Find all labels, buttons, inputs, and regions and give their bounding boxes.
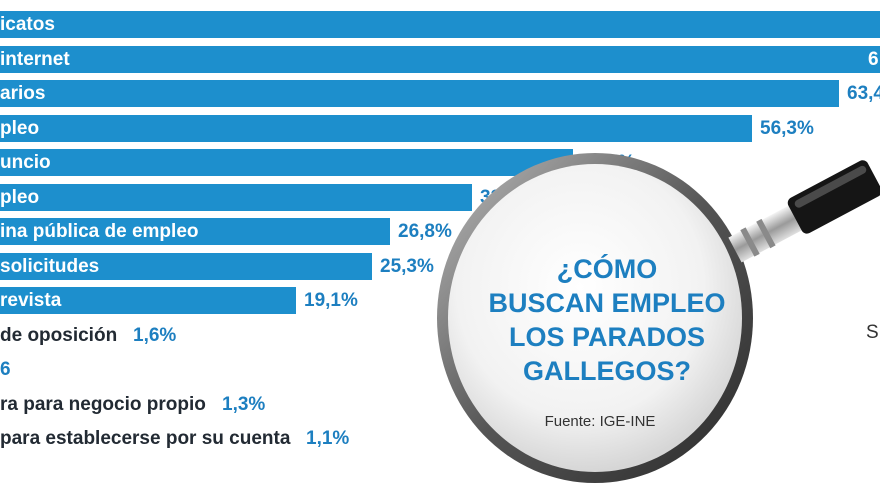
bar: [0, 287, 296, 314]
bar: [0, 114, 752, 142]
value-label: 56,3%: [760, 117, 814, 139]
value-label: 6: [0, 359, 11, 380]
value-label: 63,4%: [847, 83, 880, 104]
value-label: 1,6%: [133, 324, 177, 346]
category-label: pleo: [0, 186, 40, 208]
category-label: uncio: [0, 152, 51, 173]
category-label: ra para negocio propio: [0, 393, 206, 415]
category-label: de oposición: [0, 324, 118, 346]
bar: [0, 252, 372, 280]
cropped-side-text: S: [866, 322, 879, 343]
title-line-3: LOS PARADOS: [508, 322, 705, 352]
category-label: solicitudes: [0, 255, 100, 277]
value-label: 6: [868, 48, 879, 70]
value-label: 26,8%: [398, 221, 452, 242]
bar: [0, 218, 390, 245]
bar: [0, 45, 880, 73]
value-label: 19,1%: [304, 290, 358, 311]
magnifying-glass-icon: [437, 153, 880, 483]
bar: [0, 183, 472, 211]
category-label: ina pública de empleo: [0, 221, 199, 242]
value-label: 1,1%: [306, 428, 350, 449]
value-label: 1,3%: [222, 393, 266, 415]
bar: [0, 11, 880, 38]
value-label: 25,3%: [380, 255, 434, 277]
title-line-4: GALLEGOS?: [523, 356, 691, 386]
bar: [0, 80, 839, 107]
category-label: para establecerse por su cuenta: [0, 428, 291, 449]
bar: [0, 149, 573, 176]
category-label: revista: [0, 290, 62, 311]
title-line-1: ¿CÓMO: [556, 254, 658, 284]
category-label: arios: [0, 83, 46, 104]
source-note: Fuente: IGE-INE: [544, 413, 656, 430]
chart-title: ¿CÓMO BUSCAN EMPLEO LOS PARADOS GALLEGOS…: [462, 252, 752, 388]
category-label: icatos: [0, 14, 55, 35]
title-line-2: BUSCAN EMPLEO: [488, 288, 726, 318]
category-label: internet: [0, 48, 70, 70]
category-label: pleo: [0, 117, 40, 139]
